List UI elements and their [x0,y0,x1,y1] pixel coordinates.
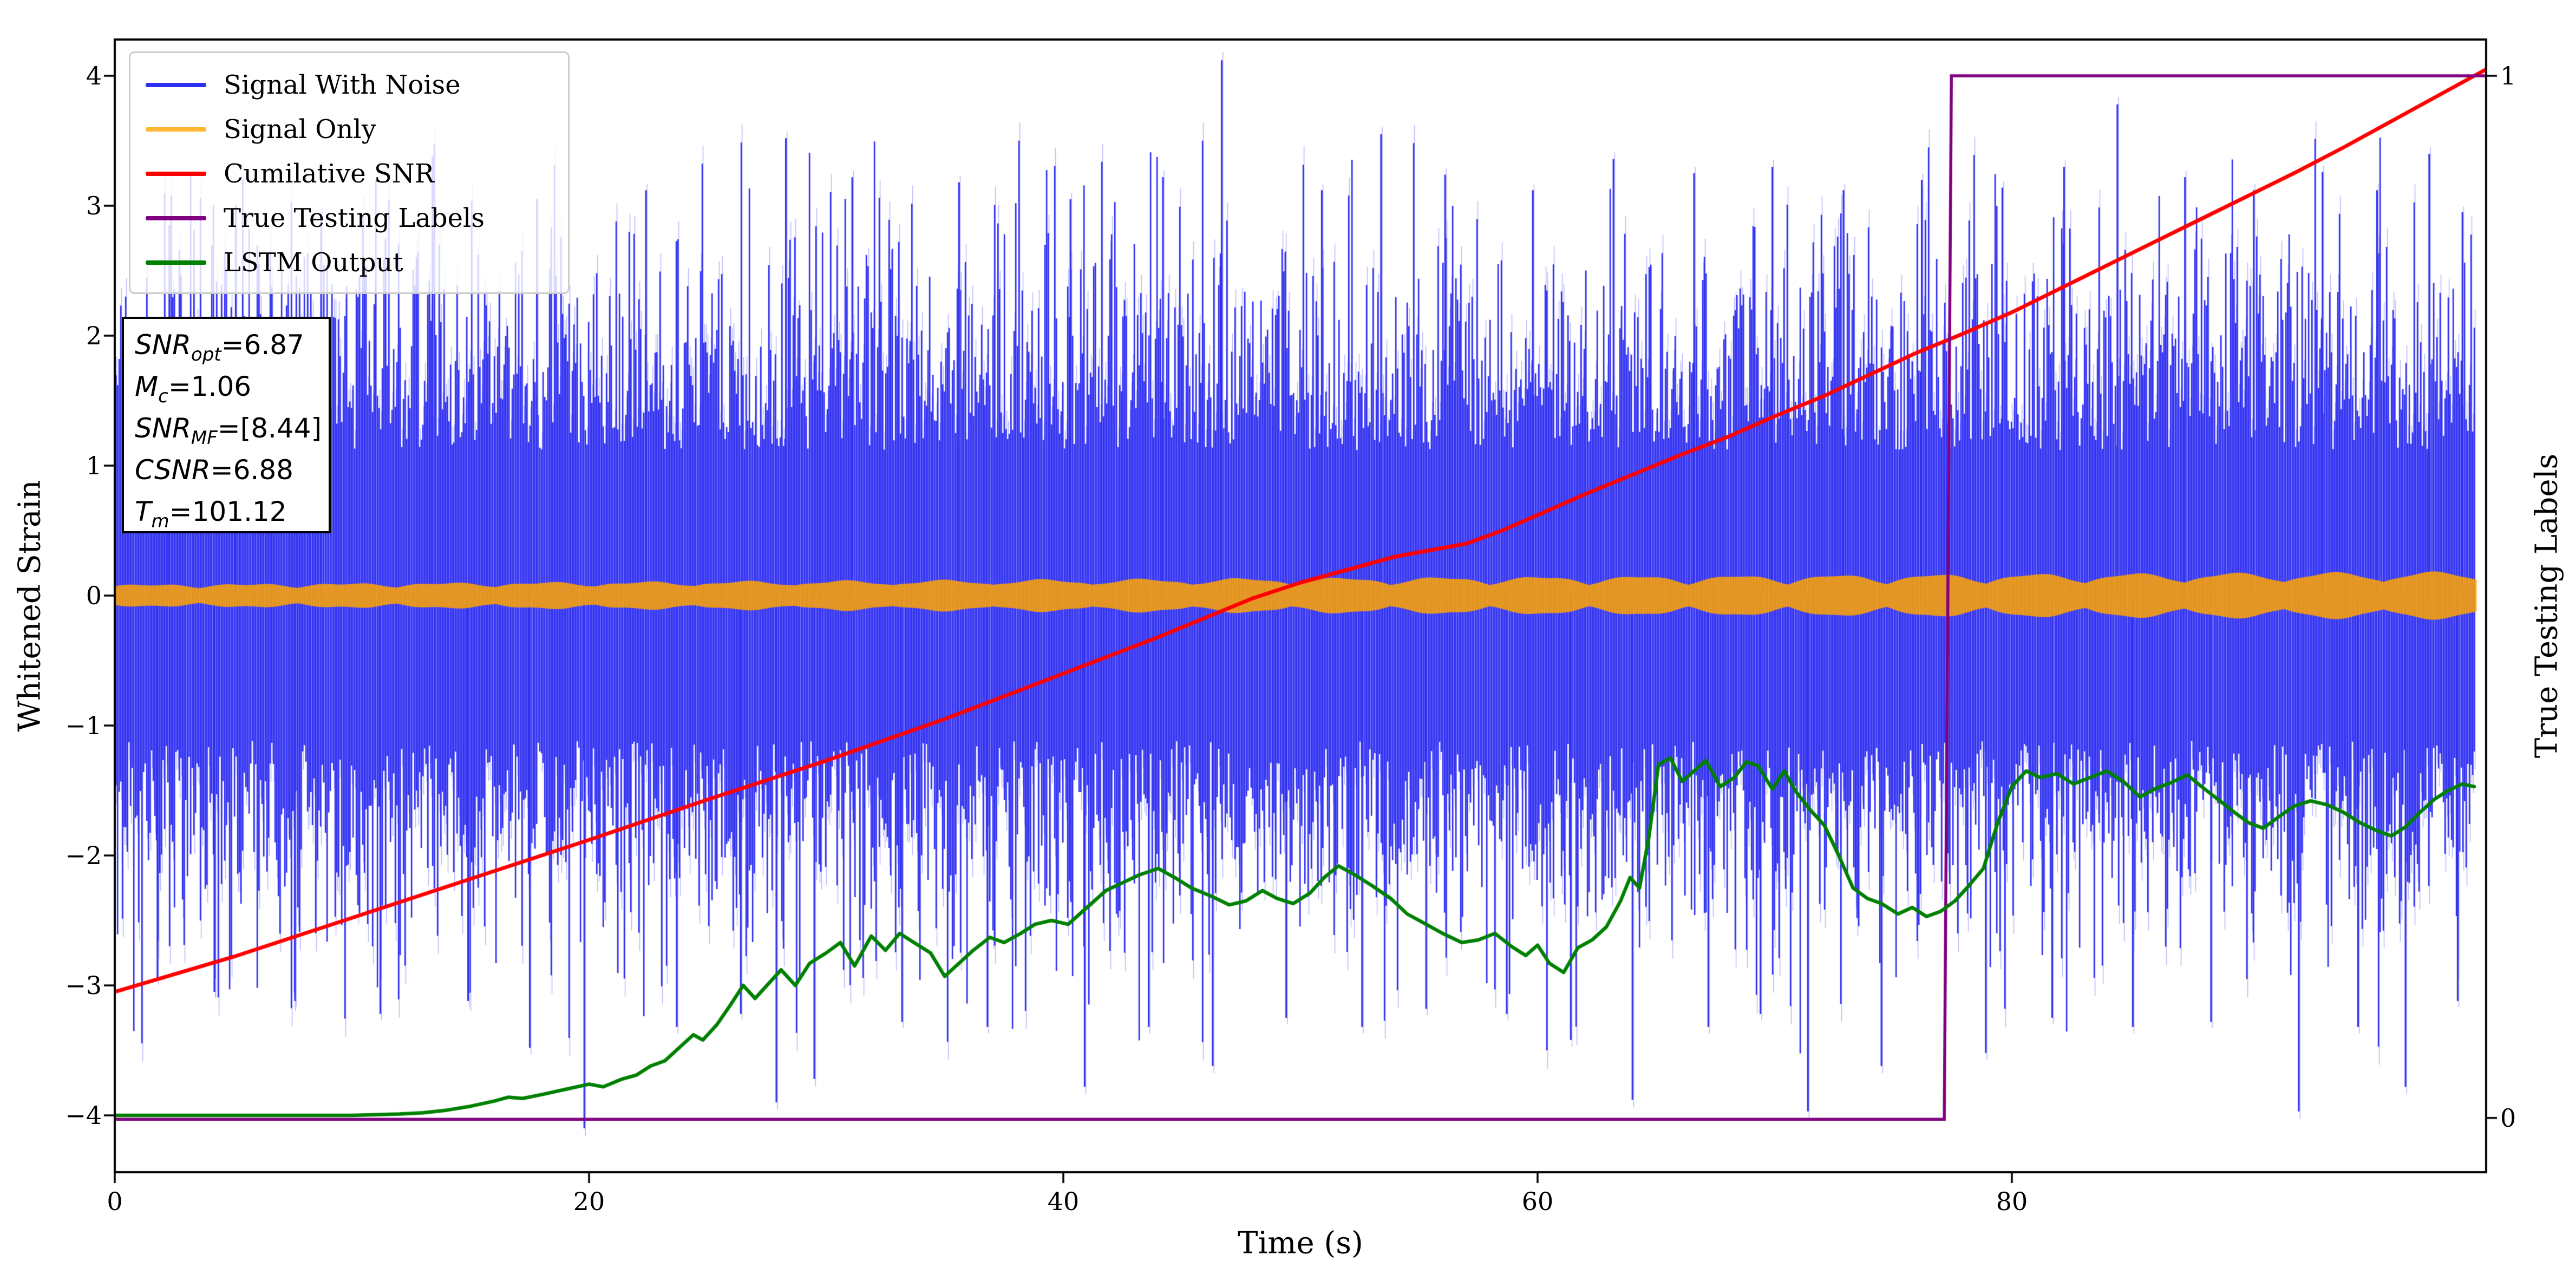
legend-label: Signal With Noise [224,70,461,100]
annotation-line-csnr: CSNR=6.88 [135,449,329,491]
annotation-symbol: SNR [135,329,191,361]
annotation-value: =6.87 [221,329,304,361]
tick-label: 80 [1996,1187,2028,1216]
legend-label: Cumilative SNR [224,159,434,189]
tick-label: −1 [65,711,102,740]
tick-label: 40 [1047,1187,1080,1216]
tick-label: −4 [65,1101,102,1130]
tick-label: 0 [107,1187,123,1216]
legend-item-signal-only: Signal Only [130,107,568,152]
tick-label: 3 [86,191,102,220]
annotation-symbol: SNR [135,413,191,444]
annotation-value: =6.88 [210,454,293,486]
annotation-line-tm: Tm=101.12 [135,491,329,533]
legend-item-lstm-output: LSTM Output [130,240,568,285]
tick-label: −3 [65,971,102,1000]
tick-label: 1 [2500,61,2516,90]
tick-label: 20 [573,1187,605,1216]
y-axis-label-left: Whitened Strain [12,480,48,732]
annotation-subscript: c [158,386,168,407]
legend-swatch-cumilative-snr [146,172,206,176]
annotation-line-mc: Mc=1.06 [135,366,329,408]
annotation-value: =[8.44] [217,413,322,444]
tick-label: 0 [86,581,102,610]
legend-label: Signal Only [224,114,376,145]
legend-item-cumilative-snr: Cumilative SNR [130,152,568,196]
annotation-box: SNRopt=6.87 Mc=1.06 SNRMF=[8.44] CSNR=6.… [122,317,331,533]
annotation-line-snr-mf: SNRMF=[8.44] [135,408,329,449]
tick-label: 4 [86,61,102,90]
annotation-value: =101.12 [169,496,287,527]
tick-label: −2 [65,841,102,870]
y-axis-label-right: True Testing Labels [2529,453,2565,759]
annotation-symbol: T [135,496,152,527]
tick-label: 1 [86,451,102,480]
annotation-subscript: MF [191,427,218,449]
tick-label: 0 [2500,1103,2516,1133]
annotation-subscript: m [151,511,169,532]
annotation-value: =1.06 [168,371,252,402]
legend-item-signal-with-noise: Signal With Noise [130,63,568,107]
annotation-symbol: CSNR [135,454,211,486]
legend-swatch-signal-only [146,127,206,132]
legend-label: True Testing Labels [224,203,485,233]
annotation-subscript: opt [191,344,221,365]
legend-label: LSTM Output [224,247,403,278]
legend-swatch-signal-with-noise [146,83,206,87]
x-axis-label: Time (s) [1238,1225,1363,1261]
tick-label: 60 [1521,1187,1554,1216]
legend: Signal With Noise Signal Only Cumilative… [129,51,570,294]
legend-swatch-lstm-output [146,260,206,265]
legend-item-true-testing-labels: True Testing Labels [130,196,568,240]
tick-label: 2 [86,321,102,350]
legend-swatch-true-testing-labels [146,216,206,220]
annotation-line-snr-opt: SNRopt=6.87 [135,324,329,366]
annotation-symbol: M [135,371,159,402]
